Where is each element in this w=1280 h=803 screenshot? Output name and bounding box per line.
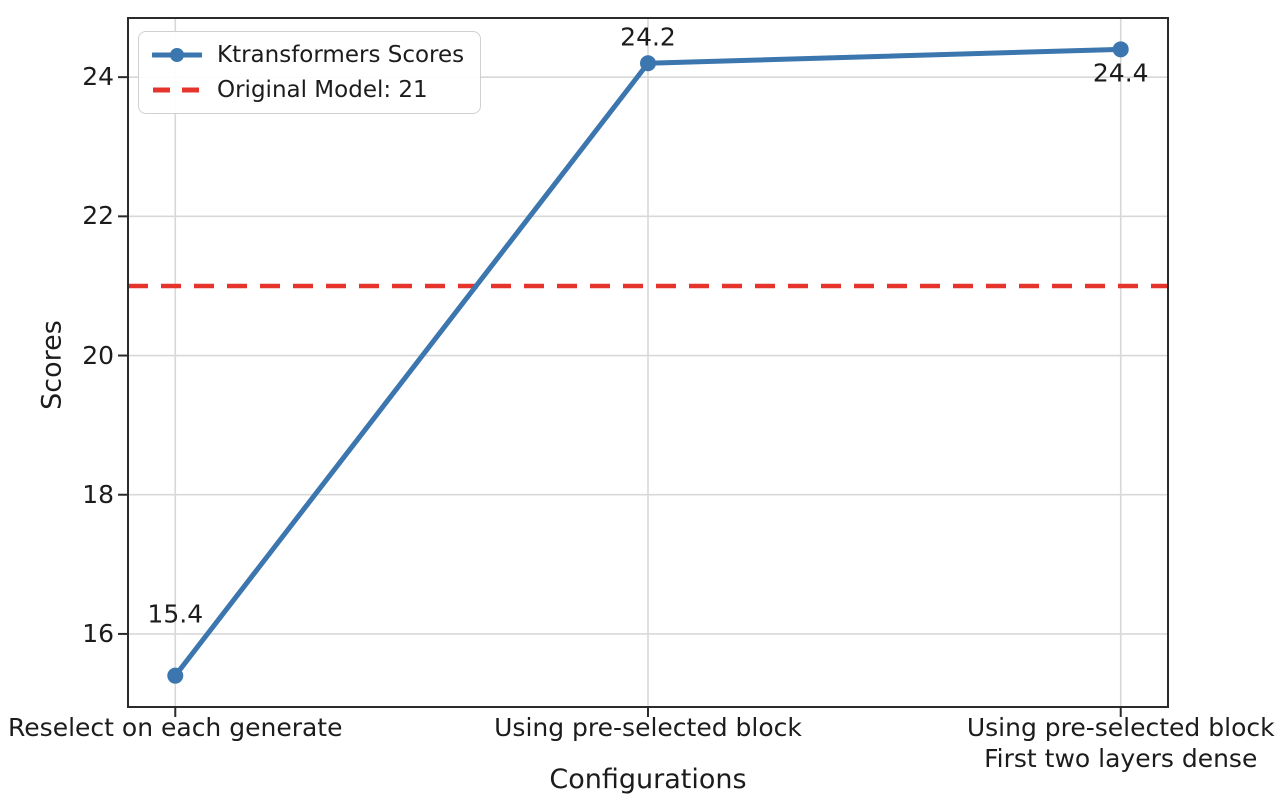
x-axis-title: Configurations	[549, 764, 747, 795]
data-point-marker	[167, 667, 184, 684]
legend-label-ref-line: Original Model: 21	[217, 77, 428, 103]
y-tick-label: 16	[82, 618, 114, 648]
data-value-label: 24.4	[1092, 58, 1149, 88]
x-tick-label: Using pre-selected block First two layers…	[966, 713, 1275, 773]
y-axis-title: Scores	[36, 320, 68, 410]
legend-entry-series: Ktransformers Scores	[152, 41, 464, 69]
y-tick-label: 24	[82, 62, 114, 92]
y-tick-label: 18	[82, 479, 114, 509]
legend-line-marker-icon	[152, 48, 202, 62]
data-value-label: 24.2	[620, 22, 676, 52]
x-tick-label: Using pre-selected block	[494, 713, 802, 742]
legend-entry-ref-line: Original Model: 21	[152, 76, 464, 104]
data-value-label: 15.4	[147, 599, 204, 629]
legend-label-series: Ktransformers Scores	[217, 42, 465, 68]
legend-dashed-line-icon	[153, 87, 201, 93]
data-point-marker	[640, 55, 656, 72]
data-point-marker	[1112, 41, 1129, 58]
x-tick-label: Reselect on each generate	[8, 713, 343, 742]
legend: Ktransformers Scores Original Model: 21	[138, 31, 482, 114]
y-tick-label: 20	[82, 340, 114, 370]
y-tick-label: 22	[82, 201, 114, 231]
